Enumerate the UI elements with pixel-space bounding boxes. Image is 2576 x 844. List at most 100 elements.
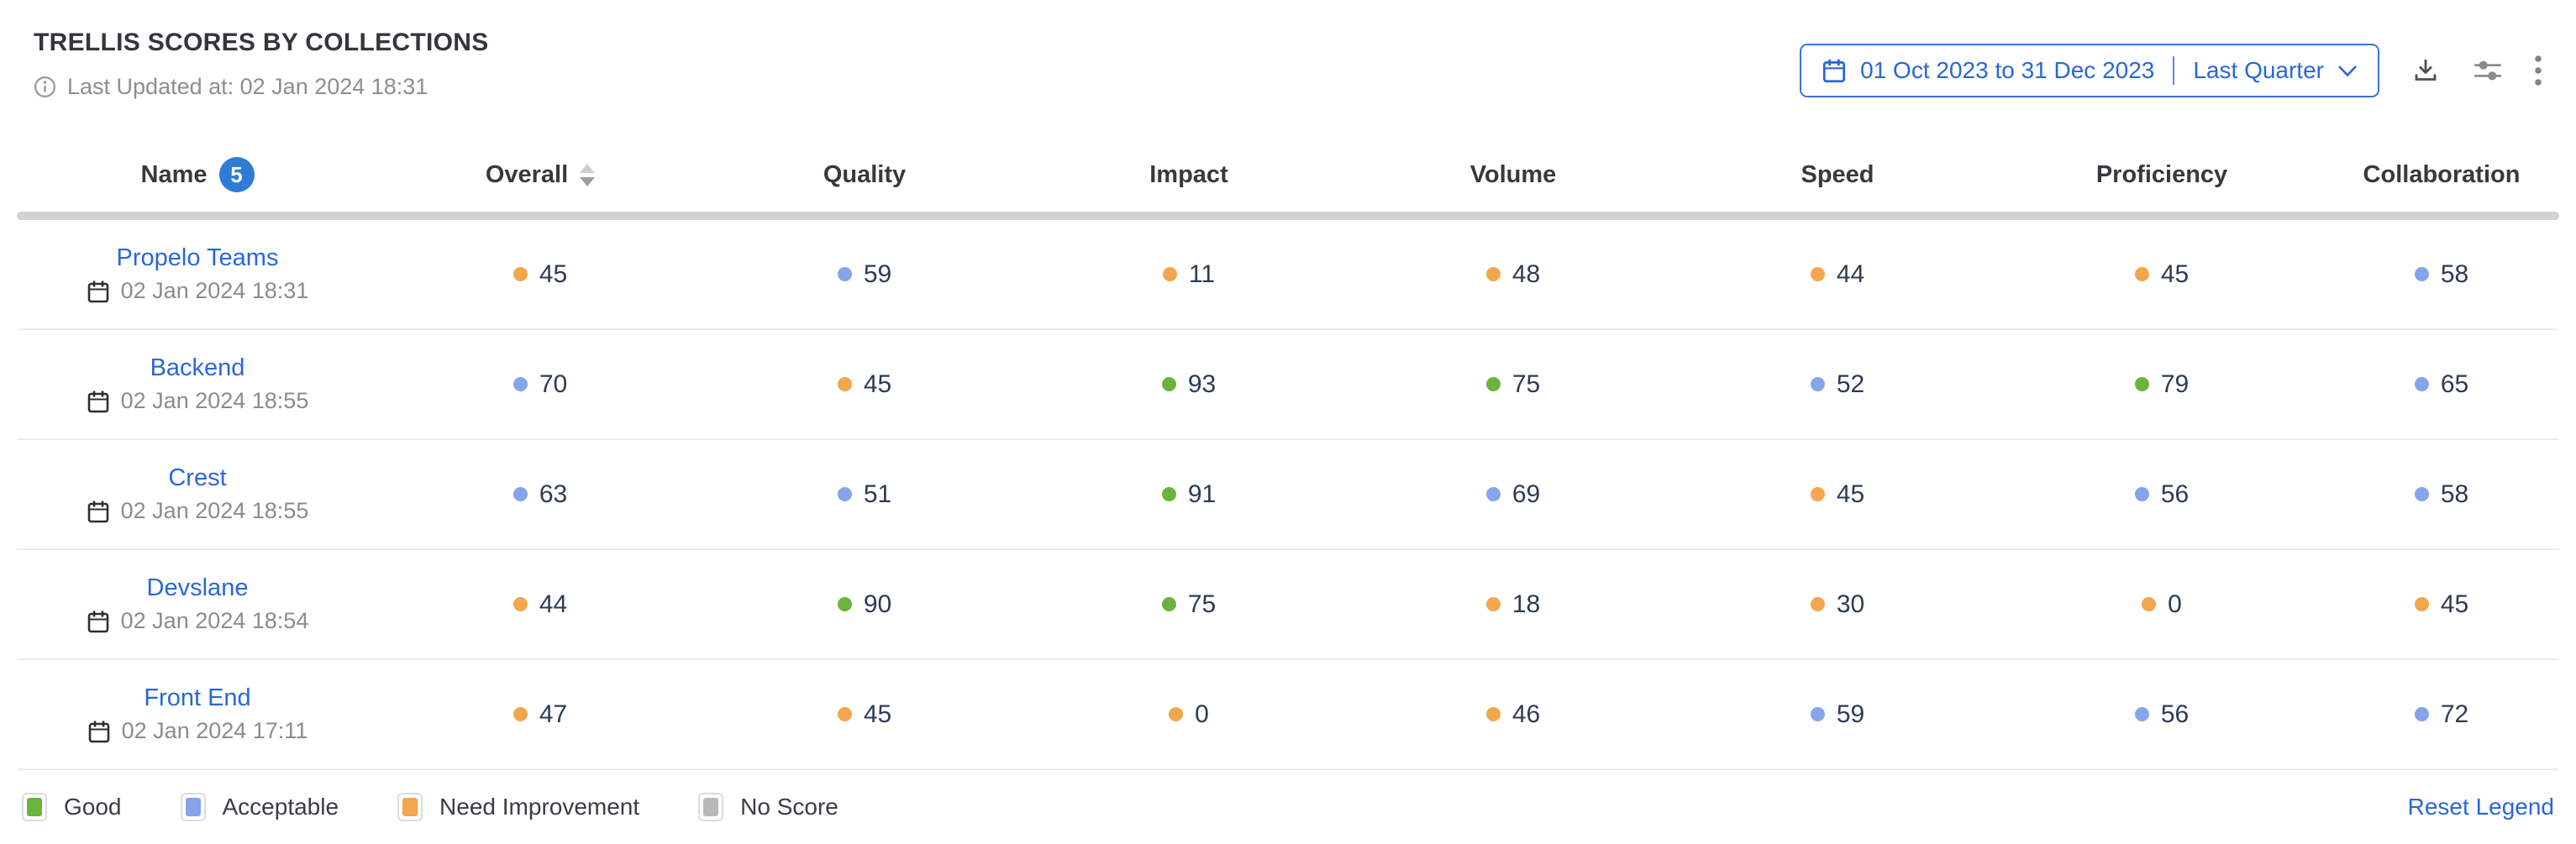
score-value: 58 [2440, 259, 2469, 288]
column-header-quality: Quality [702, 161, 1027, 189]
collection-link[interactable]: Propelo Teams [116, 244, 279, 271]
collection-link[interactable]: Backend [150, 354, 245, 381]
date-range-divider [2173, 56, 2175, 85]
score-status-dot [2414, 707, 2429, 721]
legend-swatch [698, 793, 724, 821]
widget-header: TRELLIS SCORES BY COLLECTIONS Last Updat… [0, 0, 2576, 107]
score-cell: 79 [2000, 370, 2324, 399]
horizontal-scrollbar[interactable] [17, 212, 2559, 220]
score-status-dot [1810, 707, 1825, 721]
score-cell: 70 [378, 370, 702, 399]
sort-icon[interactable] [580, 163, 596, 186]
score-status-dot [2134, 377, 2149, 391]
collection-link[interactable]: Devslane [146, 574, 249, 601]
name-cell: Backend 02 Jan 2024 18:55 [17, 354, 378, 414]
score-status-dot [2134, 267, 2149, 281]
score-value: 65 [2440, 370, 2469, 398]
column-header-volume: Volume [1351, 161, 1675, 189]
column-header-speed: Speed [1675, 161, 2000, 189]
score-status-dot [1810, 377, 1825, 391]
chevron-down-icon [2338, 65, 2357, 76]
score-status-dot [1485, 377, 1501, 391]
download-button[interactable] [2410, 55, 2442, 86]
score-cell: 59 [702, 260, 1027, 289]
score-status-dot [513, 707, 528, 721]
column-header-label: Collaboration [2363, 160, 2521, 188]
calendar-icon [87, 280, 108, 302]
table-row: Crest 02 Jan 2024 18:55 63 51 91 69 45 56 58 [17, 440, 2559, 550]
score-cell: 90 [702, 590, 1027, 619]
score-value: 0 [1195, 700, 1209, 728]
collection-link[interactable]: Crest [168, 464, 227, 491]
score-cell: 45 [2000, 260, 2324, 289]
info-icon[interactable] [34, 76, 56, 98]
column-header-label: Volume [1469, 160, 1557, 188]
score-status-dot [837, 377, 852, 391]
score-cell: 45 [702, 700, 1027, 729]
legend-bar: Good Acceptable Need Improvement No Scor… [0, 770, 2576, 844]
collection-link[interactable]: Front End [144, 684, 251, 711]
legend-swatch [397, 793, 423, 821]
score-status-dot [1810, 597, 1825, 611]
legend-item-good[interactable]: Good [22, 793, 122, 821]
score-value: 0 [2168, 590, 2182, 618]
row-timestamp-text: 02 Jan 2024 17:11 [121, 718, 308, 743]
row-timestamp: 02 Jan 2024 18:31 [87, 278, 309, 304]
score-status-dot [1485, 707, 1501, 721]
row-timestamp: 02 Jan 2024 18:55 [87, 498, 308, 524]
widget-settings-button[interactable] [2472, 55, 2504, 86]
score-value: 52 [1836, 370, 1865, 398]
score-value: 45 [863, 700, 892, 728]
score-status-dot [1810, 487, 1825, 501]
legend-item-need-improvement[interactable]: Need Improvement [397, 793, 639, 821]
score-cell: 45 [702, 370, 1027, 399]
calendar-icon [88, 721, 109, 742]
score-status-dot [837, 267, 852, 281]
score-cell: 46 [1351, 700, 1675, 729]
column-header-overall[interactable]: Overall [378, 161, 702, 189]
score-value: 58 [2440, 480, 2469, 508]
score-status-dot [2414, 597, 2429, 611]
row-timestamp: 02 Jan 2024 18:54 [87, 608, 308, 634]
legend-swatch [180, 793, 206, 821]
table-row: Devslane 02 Jan 2024 18:54 44 90 75 18 30 0 45 [17, 550, 2559, 660]
score-cell: 44 [378, 590, 702, 619]
legend-label: Need Improvement [439, 794, 640, 820]
score-cell: 45 [1675, 480, 2000, 509]
score-value: 93 [1187, 370, 1217, 398]
legend-item-acceptable[interactable]: Acceptable [180, 793, 339, 821]
score-value: 75 [1511, 370, 1541, 398]
legend-item-no-score[interactable]: No Score [698, 793, 839, 821]
date-range-button[interactable]: 01 Oct 2023 to 31 Dec 2023 Last Quarter [1800, 44, 2379, 97]
date-range-text: 01 Oct 2023 to 31 Dec 2023 [1860, 57, 2155, 83]
table-header-row: Name 5 Overall Quality Impact Volume Speed Pr… [17, 138, 2559, 212]
score-cell: 45 [378, 260, 702, 289]
score-status-dot [1162, 267, 1177, 281]
more-menu-button[interactable] [2534, 54, 2542, 87]
score-status-dot [1810, 267, 1825, 281]
score-cell: 44 [1675, 260, 2000, 289]
legend: Good Acceptable Need Improvement No Scor… [22, 793, 839, 821]
column-header-collaboration: Collaboration [2324, 161, 2559, 189]
score-status-dot [1169, 707, 1184, 721]
score-value: 45 [863, 370, 892, 398]
score-cell: 75 [1351, 370, 1675, 399]
score-value: 51 [863, 480, 892, 508]
score-status-dot [2414, 377, 2429, 391]
calendar-icon [87, 501, 108, 522]
row-timestamp-text: 02 Jan 2024 18:31 [120, 278, 309, 303]
reset-legend-link[interactable]: Reset Legend [2407, 794, 2554, 820]
toolbar: 01 Oct 2023 to 31 Dec 2023 Last Quarter [1800, 44, 2542, 97]
score-value: 59 [1836, 700, 1865, 728]
column-header-proficiency: Proficiency [2000, 161, 2324, 189]
legend-label: No Score [740, 794, 839, 820]
score-value: 75 [1187, 590, 1217, 618]
score-cell: 56 [2000, 480, 2324, 509]
last-updated: Last Updated at: 02 Jan 2024 18:31 [34, 74, 489, 100]
score-value: 47 [539, 700, 568, 728]
score-cell: 11 [1027, 260, 1351, 289]
score-status-dot [2414, 267, 2429, 281]
score-value: 44 [539, 590, 568, 618]
score-value: 56 [2160, 700, 2190, 728]
score-status-dot [2134, 487, 2149, 501]
